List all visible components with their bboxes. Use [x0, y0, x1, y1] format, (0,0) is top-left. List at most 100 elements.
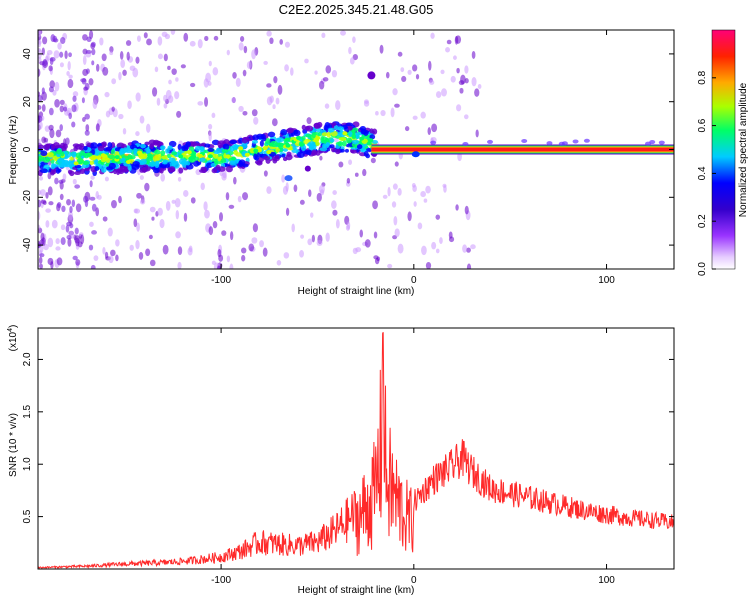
spectral-noise-blob — [47, 186, 53, 196]
spectral-noise-blob — [154, 66, 159, 73]
spectral-noise-blob — [48, 86, 54, 93]
spectral-band-cell — [50, 170, 55, 176]
spectral-band-cell — [100, 166, 107, 173]
spectral-noise-blob — [238, 42, 244, 51]
spectral-noise-blob — [263, 60, 268, 65]
spectral-noise-blob — [251, 49, 256, 60]
spectral-band-cell — [260, 133, 266, 140]
spectral-band-peak — [368, 138, 374, 143]
spectral-band-cell — [302, 128, 308, 134]
spectral-noise-blob — [238, 105, 244, 112]
spectral-band-cell — [242, 163, 249, 168]
spectral-line-blip — [658, 140, 665, 145]
spectral-band-cell — [46, 151, 54, 158]
spectral-band-cell — [275, 137, 282, 144]
spectral-noise-blob — [242, 69, 247, 77]
spectral-band-cell — [165, 148, 170, 154]
spectral-noise-blob — [364, 239, 371, 248]
spectral-noise-blob — [111, 199, 117, 209]
spectral-band-cell — [153, 149, 161, 155]
spectral-noise-blob — [48, 124, 54, 131]
spectral-feature — [304, 165, 311, 172]
spectral-noise-blob — [111, 78, 117, 85]
spectral-noise-blob — [81, 77, 87, 85]
spectral-noise-blob — [446, 39, 452, 45]
spectral-noise-blob — [160, 173, 166, 182]
spectral-band-peak — [102, 154, 108, 159]
spectral-noise-blob — [431, 241, 437, 250]
spectral-noise-blob — [401, 75, 407, 82]
spectral-noise-blob — [122, 128, 127, 135]
spectral-noise-blob — [38, 210, 41, 221]
spectral-band-cell — [363, 131, 369, 136]
spectral-band-cell — [177, 143, 182, 151]
spectral-noise-blob — [59, 51, 64, 58]
spectral-noise-blob — [229, 263, 234, 269]
spectral-band-cell — [315, 141, 320, 146]
spectral-band-cell — [241, 136, 248, 144]
snr-y-ticks: 0.5 1.0 1.5 2.0 — [22, 352, 674, 524]
spectral-band-cell — [211, 168, 218, 174]
spectral-band-peak — [231, 156, 237, 161]
spectral-noise-blob — [38, 68, 41, 77]
spectral-noise-blob — [75, 259, 81, 266]
spectral-band-cell — [127, 164, 132, 172]
spectral-noise-blob — [189, 40, 196, 47]
spectral-noise-blob — [348, 46, 352, 55]
spectral-noise-blob — [208, 131, 212, 142]
snr-x-tick-label: -100 — [211, 575, 231, 586]
spectral-band-cell — [352, 139, 360, 145]
spectral-noise-blob — [251, 237, 258, 244]
spectral-noise-blob — [456, 104, 462, 112]
spectral-noise-blob — [331, 200, 337, 209]
spectral-noise-blob — [135, 239, 140, 250]
snr-scale-label: (x104) — [7, 325, 19, 352]
spectral-noise-blob — [47, 257, 54, 266]
spectral-noise-blob — [66, 235, 72, 240]
spectral-noise-blob — [387, 186, 391, 197]
spectrogram-panel: -100 0 100 -40 -20 0 20 40 Height of straight … — [8, 29, 675, 297]
spectral-noise-blob — [299, 199, 305, 205]
spectral-line-blip — [572, 139, 579, 144]
spectral-noise-blob — [392, 88, 398, 96]
spectral-noise-blob — [118, 71, 122, 81]
spectral-line-blip — [546, 141, 553, 146]
spectral-noise-blob — [51, 219, 58, 229]
spectral-band-peak — [366, 141, 372, 146]
spectral-band-cell — [110, 149, 116, 155]
spectral-band-cell — [369, 128, 374, 134]
spectral-noise-blob — [59, 62, 64, 68]
spectral-band-cell — [321, 136, 329, 142]
spectral-noise-blob — [177, 176, 182, 182]
spectral-noise-blob — [163, 103, 168, 109]
spectral-noise-blob — [293, 184, 298, 193]
spectral-band-cell — [74, 164, 82, 169]
spectral-noise-blob — [39, 263, 43, 269]
spectral-feature — [367, 71, 376, 80]
spectral-noise-blob — [180, 64, 186, 69]
spectral-noise-blob — [45, 192, 49, 199]
spectral-noise-blob — [72, 95, 77, 102]
spectral-noise-blob — [225, 192, 230, 201]
spectral-band-cell — [185, 141, 191, 147]
spectral-band-peak — [285, 143, 291, 148]
spectral-noise-blob — [109, 51, 114, 56]
spectral-noise-blob — [136, 222, 140, 232]
spectral-noise-blob — [218, 254, 224, 262]
spectral-noise-blob — [122, 69, 127, 76]
snr-scale-prefix: (x10 — [8, 331, 19, 351]
spectral-noise-blob — [120, 59, 126, 68]
spectral-noise-blob — [208, 60, 212, 67]
snr-x-tick-label: 100 — [598, 575, 615, 586]
spectral-band-cell — [342, 140, 347, 147]
spectral-noise-blob — [311, 234, 315, 243]
spectral-noise-blob — [171, 68, 177, 75]
spectral-noise-blob — [43, 137, 49, 143]
spectral-noise-blob — [212, 67, 219, 76]
spectral-noise-blob — [335, 219, 340, 229]
spectral-band-cell — [97, 145, 105, 152]
spectral-band-cell — [220, 158, 227, 164]
spectral-noise-blob — [226, 255, 231, 263]
spectrogram-x-ticks: -100 0 100 — [211, 30, 615, 286]
spectral-noise-blob — [464, 65, 469, 74]
